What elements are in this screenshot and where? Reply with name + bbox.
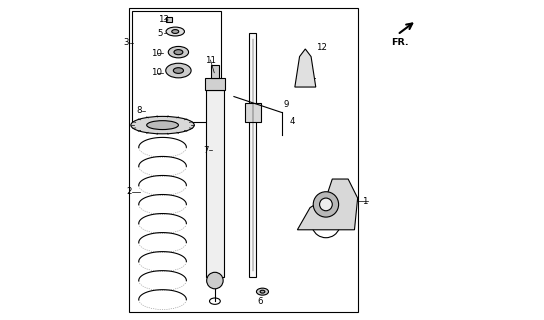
Ellipse shape xyxy=(166,63,191,78)
Bar xyxy=(206,90,224,277)
Bar xyxy=(129,8,357,312)
Text: 10: 10 xyxy=(151,68,163,77)
Ellipse shape xyxy=(260,290,265,293)
Ellipse shape xyxy=(172,30,179,33)
Text: 6: 6 xyxy=(258,297,263,306)
Text: 1: 1 xyxy=(362,197,368,206)
Circle shape xyxy=(313,192,338,217)
Text: 11: 11 xyxy=(205,56,216,65)
Bar xyxy=(211,65,219,77)
Text: 10: 10 xyxy=(151,49,163,58)
Text: 13: 13 xyxy=(158,15,169,24)
Bar xyxy=(132,11,221,122)
Polygon shape xyxy=(298,179,357,230)
Polygon shape xyxy=(295,49,316,87)
Text: 8: 8 xyxy=(136,106,142,115)
Ellipse shape xyxy=(174,50,183,55)
Text: 4: 4 xyxy=(289,117,295,126)
Circle shape xyxy=(207,272,223,289)
Ellipse shape xyxy=(166,27,184,36)
Text: 5: 5 xyxy=(158,28,163,38)
Ellipse shape xyxy=(131,116,194,134)
Ellipse shape xyxy=(147,121,178,130)
Bar xyxy=(245,103,261,122)
Bar xyxy=(166,17,172,22)
Bar xyxy=(250,33,256,277)
Ellipse shape xyxy=(256,288,269,295)
Text: 7: 7 xyxy=(203,146,208,155)
Ellipse shape xyxy=(168,46,189,58)
Text: 2: 2 xyxy=(126,187,132,196)
Bar xyxy=(205,77,225,90)
Text: FR.: FR. xyxy=(392,38,409,47)
Circle shape xyxy=(319,198,332,211)
Text: 3: 3 xyxy=(124,38,129,47)
Text: 9: 9 xyxy=(283,100,288,109)
Text: 12: 12 xyxy=(316,43,327,52)
Ellipse shape xyxy=(174,68,183,73)
